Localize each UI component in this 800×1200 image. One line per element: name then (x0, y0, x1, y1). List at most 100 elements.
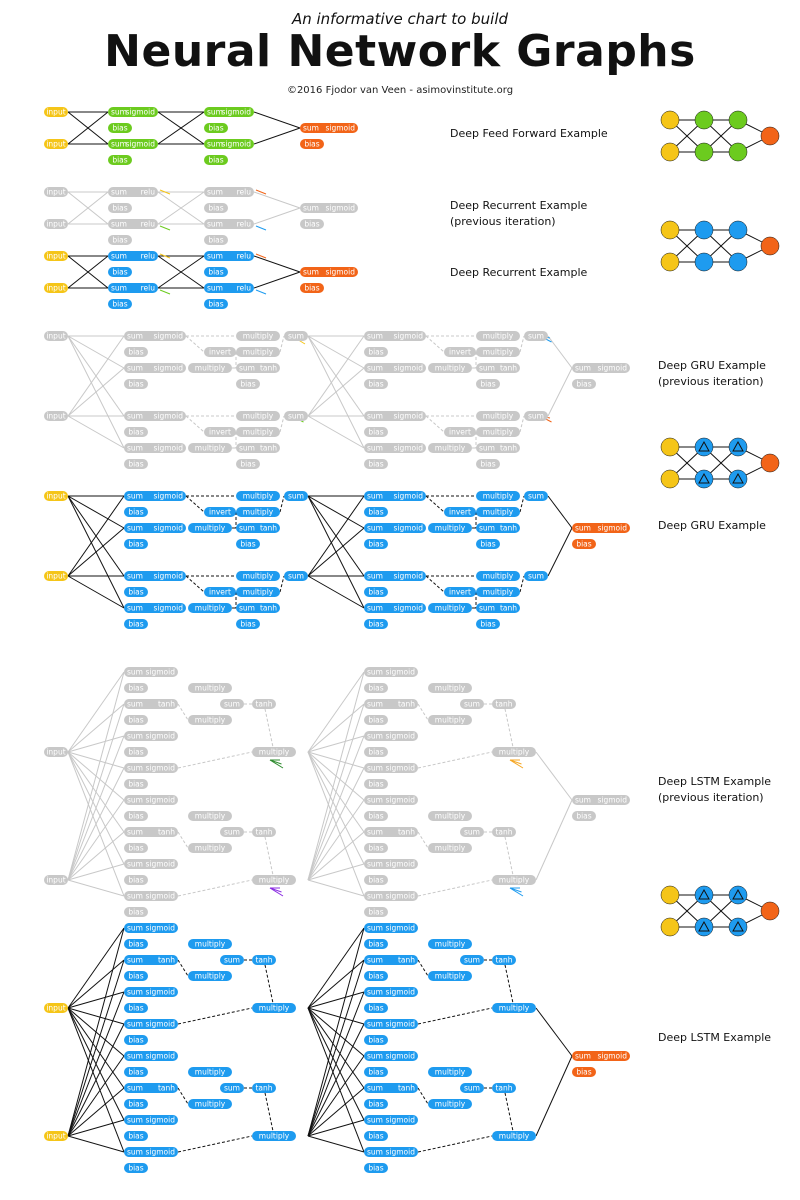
tanh-node: tanh (492, 955, 516, 965)
connection-line (185, 415, 205, 433)
connection-line (279, 495, 285, 513)
gate-node: sum sigmoid (124, 491, 186, 501)
svg-text:bias: bias (128, 748, 143, 757)
svg-text:sum: sum (224, 700, 240, 709)
svg-text:sum: sum (367, 796, 383, 805)
svg-text:sum: sum (367, 892, 383, 901)
svg-text:sigmoid: sigmoid (154, 444, 184, 453)
svg-text:sum: sum (367, 988, 383, 997)
svg-text:sum: sum (127, 1116, 143, 1125)
invert-node: invert (204, 347, 236, 357)
multiply-node: multiply (236, 571, 280, 581)
invert-node: invert (444, 587, 476, 597)
bias-node: bias (364, 619, 388, 629)
svg-text:bias: bias (576, 540, 591, 549)
svg-text:tanh: tanh (500, 364, 517, 373)
svg-text:input: input (46, 188, 65, 197)
input-node: input (44, 187, 68, 197)
connection-line (503, 1087, 515, 1137)
svg-text:sigmoid: sigmoid (386, 796, 416, 805)
svg-text:sum: sum (303, 268, 319, 277)
svg-text:input: input (46, 284, 65, 293)
connection-line (307, 671, 365, 881)
gate-node: sum sigmoid (364, 923, 418, 933)
svg-text:multiply: multiply (435, 1068, 466, 1077)
connection-line (307, 735, 365, 881)
svg-text:sum: sum (239, 444, 255, 453)
gate-node: sum sigmoid (364, 891, 418, 901)
svg-text:tanh: tanh (398, 956, 415, 965)
svg-text:sum: sum (127, 892, 143, 901)
svg-text:sum: sum (367, 732, 383, 741)
sum-node: sum (284, 491, 308, 501)
bias-node: bias (476, 459, 500, 469)
svg-text:bias: bias (128, 1132, 143, 1141)
connection-line (263, 1087, 275, 1137)
bias-node: bias (364, 843, 388, 853)
svg-text:invert: invert (209, 588, 231, 597)
bias-node: bias (124, 939, 148, 949)
svg-text:bias: bias (368, 972, 383, 981)
svg-text:sigmoid: sigmoid (598, 364, 628, 373)
sum-node: sum (524, 331, 548, 341)
svg-text:sigmoid: sigmoid (394, 492, 424, 501)
bias-node: bias (124, 683, 148, 693)
gate-node: sum sigmoid (124, 1019, 178, 1029)
svg-text:bias: bias (304, 220, 319, 229)
connection-line (67, 799, 125, 881)
section-label: Deep Feed Forward Example (450, 127, 608, 140)
connection-line (67, 335, 125, 369)
multiply-node: multiply (188, 683, 232, 693)
connection-line (535, 751, 573, 801)
bias-node: bias (364, 1003, 388, 1013)
network-icons (660, 110, 780, 937)
svg-text:bias: bias (128, 716, 143, 725)
multiply-node: multiply (188, 843, 232, 853)
connection-line (417, 751, 493, 769)
connection-line (307, 703, 365, 753)
input-node: input (44, 331, 68, 341)
svg-text:sigmoid: sigmoid (146, 1020, 176, 1029)
sum-node: sum (460, 827, 484, 837)
bias-node: bias (124, 875, 148, 885)
svg-text:tanh: tanh (495, 1084, 512, 1093)
bias-node: bias (364, 907, 388, 917)
connection-line (417, 703, 429, 721)
bias-node: bias (364, 427, 388, 437)
svg-text:multiply: multiply (195, 940, 226, 949)
svg-text:sigmoid: sigmoid (394, 444, 424, 453)
svg-text:sigmoid: sigmoid (386, 860, 416, 869)
svg-text:multiply: multiply (435, 844, 466, 853)
svg-text:sigmoid: sigmoid (154, 412, 184, 421)
tanh-node: sum tanh (236, 363, 280, 373)
svg-text:sum: sum (207, 188, 223, 197)
gate-node: sum sigmoid (124, 1115, 178, 1125)
svg-text:invert: invert (209, 348, 231, 357)
bias-node: bias (124, 843, 148, 853)
connection-line (307, 991, 365, 1009)
connection-line (67, 735, 125, 881)
svg-text:sum: sum (127, 924, 143, 933)
svg-text:bias: bias (128, 460, 143, 469)
svg-text:bias: bias (128, 1068, 143, 1077)
svg-text:sigmoid: sigmoid (598, 1052, 628, 1061)
svg-text:sum: sum (479, 444, 495, 453)
gate-node: sum sigmoid (124, 443, 186, 453)
svg-text:sigmoid: sigmoid (222, 108, 252, 117)
multiply-node: multiply (428, 843, 472, 853)
svg-text:sigmoid: sigmoid (386, 988, 416, 997)
svg-text:multiply: multiply (435, 444, 466, 453)
svg-text:bias: bias (128, 812, 143, 821)
connection-line (307, 991, 365, 1137)
multiply-node: multiply (188, 971, 232, 981)
recurrent-link (509, 887, 524, 897)
output-node: sum sigmoid (572, 795, 630, 805)
svg-text:sum: sum (367, 1084, 383, 1093)
connection-line (519, 495, 525, 513)
input-node: input (44, 411, 68, 421)
sum-node: sum (284, 331, 308, 341)
svg-text:bias: bias (368, 540, 383, 549)
multiply-node: multiply (476, 331, 520, 341)
connection-line (67, 927, 125, 1009)
svg-text:multiply: multiply (483, 348, 514, 357)
